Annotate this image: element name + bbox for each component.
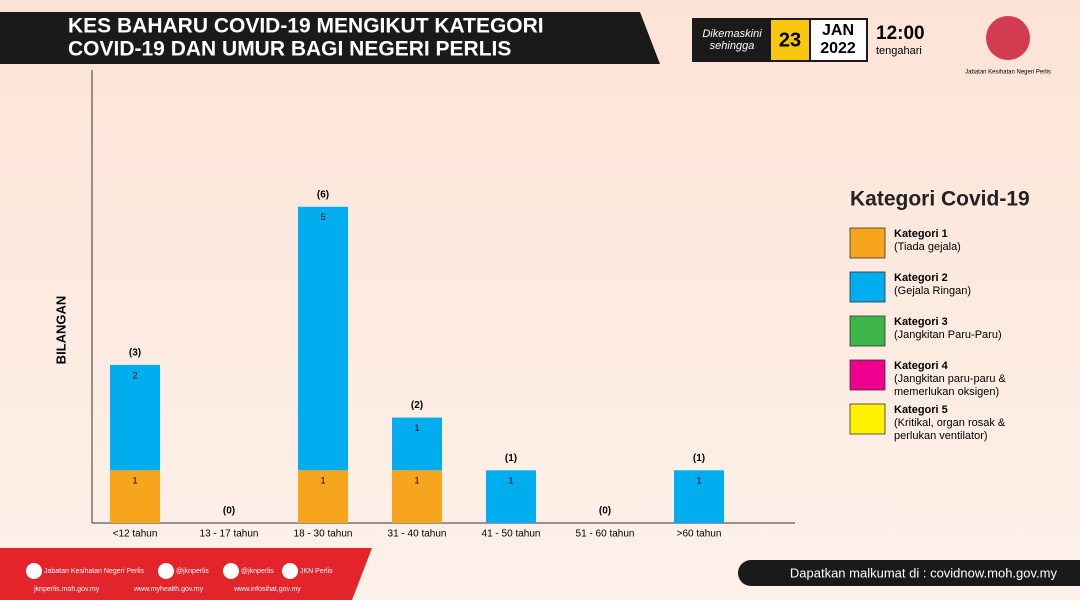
footer-link: www.myhealth.gov.my bbox=[133, 586, 204, 593]
segment-label: 1 bbox=[696, 476, 701, 486]
total-label: (6) bbox=[317, 189, 329, 200]
segment-label: 1 bbox=[508, 476, 513, 486]
legend-description: memerlukan oksigen) bbox=[894, 386, 999, 398]
y-axis-label: BILANGAN bbox=[53, 296, 68, 365]
total-label: (3) bbox=[129, 348, 141, 359]
social-icon bbox=[282, 563, 298, 579]
bar-segment bbox=[298, 470, 348, 523]
total-label: (1) bbox=[693, 453, 705, 464]
segment-label: 1 bbox=[132, 476, 137, 486]
total-label: (1) bbox=[505, 453, 517, 464]
social-icon bbox=[223, 563, 239, 579]
month: JAN bbox=[822, 22, 854, 39]
legend-description: (Jangkitan Paru-Paru) bbox=[894, 329, 1002, 341]
total-label: (0) bbox=[223, 506, 235, 517]
info-text: Dapatkan malkumat di : covidnow.moh.gov.… bbox=[790, 565, 1058, 580]
footer-link: www.infosihat.gov.my bbox=[233, 586, 301, 593]
legend-swatch bbox=[849, 227, 886, 259]
year: 2022 bbox=[820, 40, 856, 57]
time: 12:00 bbox=[876, 23, 925, 44]
bar-segment bbox=[392, 470, 442, 523]
social-label: @jknperlis bbox=[241, 568, 274, 575]
legend-swatch bbox=[849, 403, 886, 435]
social-icon bbox=[158, 563, 174, 579]
total-label: (2) bbox=[411, 400, 423, 411]
social-icon bbox=[26, 563, 42, 579]
bar-segment bbox=[486, 470, 536, 523]
title: KES BAHARU COVID-19 MENGIKUT KATEGORI bbox=[68, 15, 544, 38]
bar-segment bbox=[110, 364, 160, 471]
logo bbox=[986, 16, 1030, 60]
day-box bbox=[771, 20, 809, 60]
month-box bbox=[811, 20, 866, 60]
legend-label: Kategori 1 bbox=[894, 228, 948, 240]
segment-label: 1 bbox=[414, 423, 419, 433]
bar-segment bbox=[110, 470, 160, 523]
legend-label: Kategori 4 bbox=[894, 360, 949, 372]
legend-swatch bbox=[849, 315, 886, 347]
social-label: Jabatan Kesihatan Negeri Perlis bbox=[44, 568, 145, 575]
segment-label: 1 bbox=[414, 476, 419, 486]
x-tick-label: 13 - 17 tahun bbox=[200, 529, 259, 540]
legend-description: (Kritikal, organ rosak & bbox=[894, 417, 1006, 429]
x-tick-label: <12 tahun bbox=[113, 529, 158, 540]
updated-label: sehingga bbox=[710, 40, 755, 52]
header-banner bbox=[0, 12, 660, 64]
x-tick-label: >60 tahun bbox=[677, 529, 722, 540]
segment-label: 2 bbox=[132, 370, 137, 380]
footer-link: jknperlis.moh.gov.my bbox=[33, 586, 100, 593]
segment-label: 1 bbox=[320, 476, 325, 486]
footer-banner bbox=[0, 548, 372, 600]
social-label: JKN Perlis bbox=[300, 568, 333, 575]
x-tick-label: 18 - 30 tahun bbox=[294, 529, 353, 540]
time-note: tengahari bbox=[876, 45, 922, 57]
legend-description: perlukan ventilator) bbox=[894, 430, 988, 442]
x-tick-label: 41 - 50 tahun bbox=[482, 529, 541, 540]
updated-label: Dikemaskini bbox=[702, 28, 762, 40]
segment-label: 5 bbox=[320, 212, 325, 222]
legend-label: Kategori 3 bbox=[894, 316, 948, 328]
legend-description: (Jangkitan paru-paru & bbox=[894, 373, 1007, 385]
bar-segment bbox=[392, 417, 442, 471]
x-tick-label: 51 - 60 tahun bbox=[576, 529, 635, 540]
logo-caption: Jabatan Kesihatan Negeri Perlis bbox=[965, 70, 1051, 76]
legend-label: Kategori 2 bbox=[894, 272, 948, 284]
bar-segment bbox=[674, 470, 724, 523]
social-label: @jknperlis bbox=[176, 568, 209, 575]
x-tick-label: 31 - 40 tahun bbox=[388, 529, 447, 540]
info-bar bbox=[738, 560, 1080, 586]
legend-title: Kategori Covid-19 bbox=[850, 188, 1030, 211]
legend-description: (Gejala Ringan) bbox=[894, 285, 971, 297]
day: 23 bbox=[779, 29, 801, 51]
legend-description: (Tiada gejala) bbox=[894, 241, 961, 253]
title: COVID-19 DAN UMUR BAGI NEGERI PERLIS bbox=[68, 38, 511, 61]
total-label: (0) bbox=[599, 506, 611, 517]
bar-segment bbox=[298, 206, 348, 471]
legend-label: Kategori 5 bbox=[894, 404, 948, 416]
legend-swatch bbox=[849, 359, 886, 391]
legend-swatch bbox=[849, 271, 886, 303]
